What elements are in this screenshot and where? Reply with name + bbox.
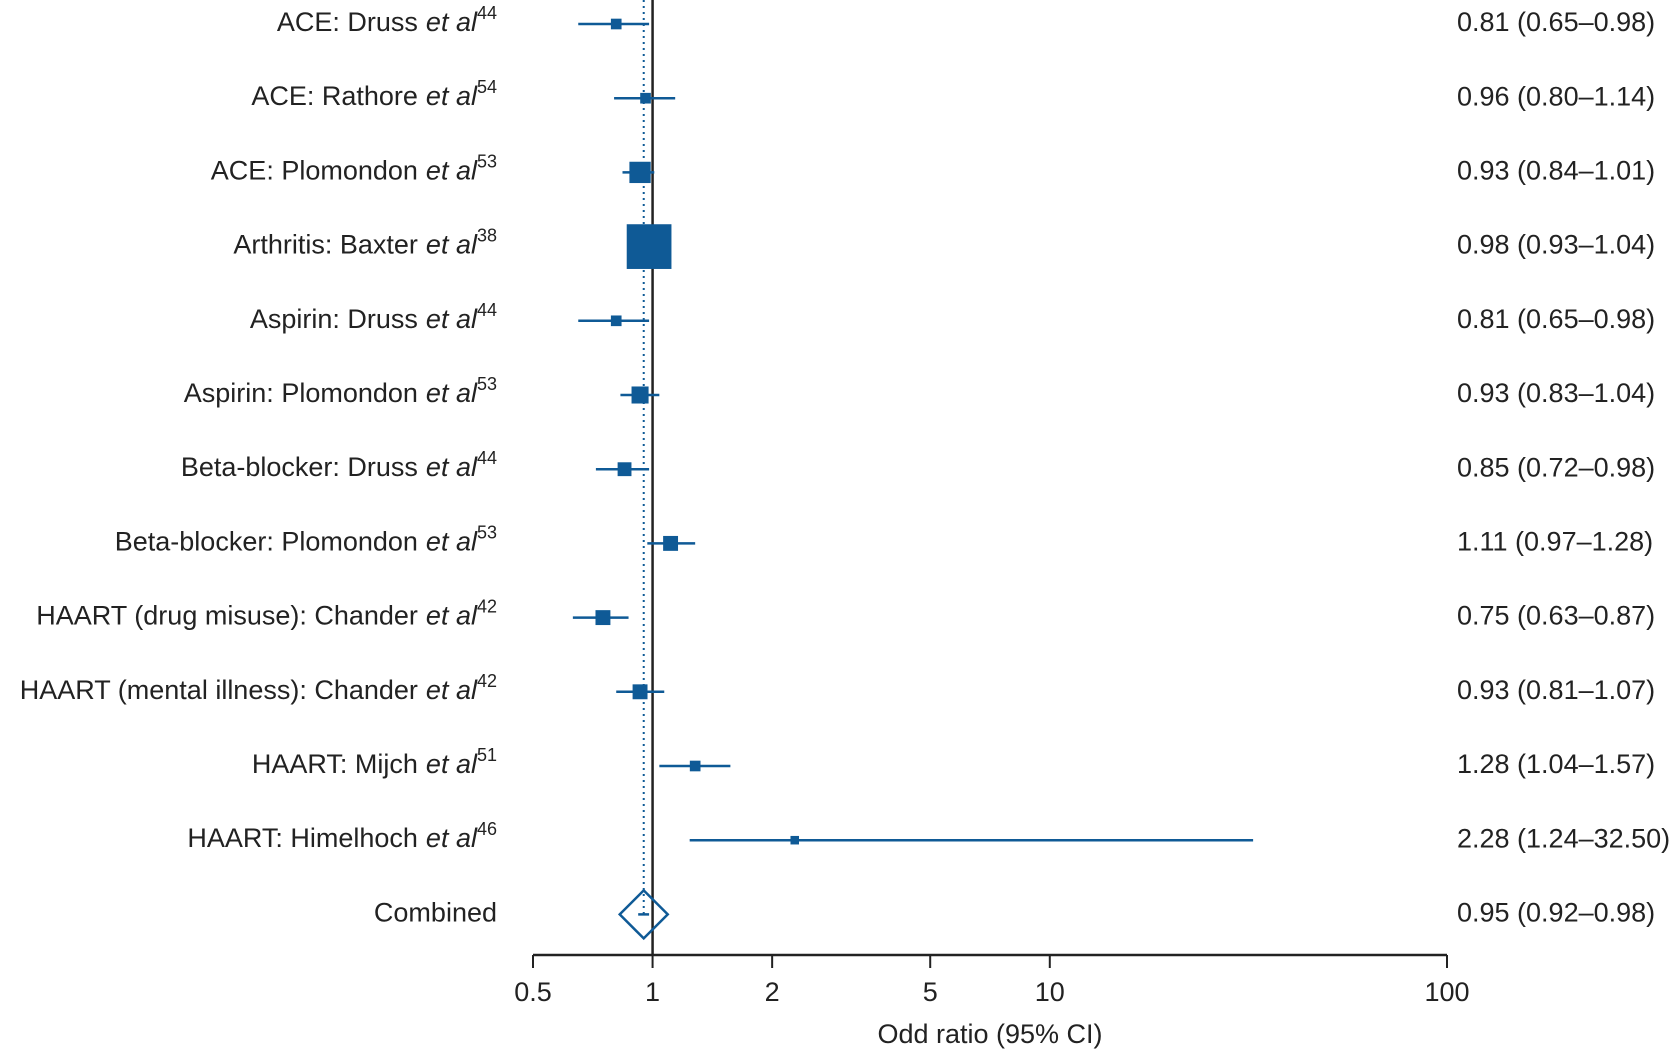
estimate-box	[629, 161, 651, 184]
combined-diamond	[617, 888, 670, 941]
study-emphasis: et al	[426, 81, 478, 111]
study-name: Beta-blocker: Druss	[181, 452, 418, 482]
estimate-box	[631, 386, 649, 404]
value-label: 0.96 (0.80–1.14)	[1457, 81, 1655, 111]
study-label: ACE: Rathore et al54	[251, 77, 497, 111]
value-label: 0.93 (0.81–1.07)	[1457, 675, 1655, 705]
study-ref: 51	[477, 745, 497, 765]
value-label: 0.81 (0.65–0.98)	[1457, 7, 1655, 37]
study-name: HAART: Mijch	[252, 749, 418, 779]
x-tick-label: 2	[765, 977, 780, 1007]
study-name: Aspirin: Plomondon	[184, 378, 418, 408]
study-emphasis: et al	[426, 823, 478, 853]
study-emphasis: et al	[426, 156, 478, 186]
estimate-box	[626, 224, 672, 269]
study-emphasis: et al	[426, 230, 478, 260]
combined-label: Combined	[374, 898, 497, 928]
study-ref: 42	[477, 671, 497, 691]
study-name: Beta-blocker: Plomondon	[115, 527, 418, 557]
x-tick-label: 0.5	[514, 977, 552, 1007]
value-label: 1.28 (1.04–1.57)	[1457, 749, 1655, 779]
study-name: Aspirin: Druss	[250, 304, 418, 334]
study-label: HAART: Himelhoch et al46	[187, 819, 497, 853]
study-emphasis: et al	[426, 304, 478, 334]
estimate-box	[689, 760, 701, 772]
study-label: HAART: Mijch et al51	[252, 745, 497, 779]
x-tick-label: 1	[645, 977, 660, 1007]
study-ref: 53	[477, 522, 497, 542]
value-label: 0.85 (0.72–0.98)	[1457, 452, 1655, 482]
study-name: Arthritis: Baxter	[233, 230, 418, 260]
study-ref: 44	[477, 3, 497, 23]
study-emphasis: et al	[426, 527, 478, 557]
study-emphasis: et al	[426, 378, 478, 408]
study-emphasis: et al	[426, 749, 478, 779]
value-label: 0.81 (0.65–0.98)	[1457, 304, 1655, 334]
study-label: Beta-blocker: Plomondon et al53	[115, 522, 497, 556]
x-tick-label: 100	[1424, 977, 1469, 1007]
study-emphasis: et al	[426, 675, 478, 705]
value-label: 0.75 (0.63–0.87)	[1457, 601, 1655, 631]
study-name: HAART (mental illness): Chander	[20, 675, 418, 705]
study-label: HAART (mental illness): Chander et al42	[20, 671, 497, 705]
study-name: ACE: Plomondon	[211, 156, 418, 186]
value-label: 0.93 (0.83–1.04)	[1457, 378, 1655, 408]
study-label: Beta-blocker: Druss et al44	[181, 448, 497, 482]
value-label: 0.93 (0.84–1.01)	[1457, 156, 1655, 186]
study-label: ACE: Plomondon et al53	[211, 151, 497, 185]
estimate-box	[640, 92, 651, 104]
study-label: Aspirin: Druss et al44	[250, 300, 497, 334]
value-label: 2.28 (1.24–32.50)	[1457, 823, 1670, 853]
study-name: ACE: Rathore	[251, 81, 418, 111]
study-ref: 53	[477, 151, 497, 171]
study-name: ACE: Druss	[277, 7, 418, 37]
study-label: ACE: Druss et al44	[277, 3, 497, 37]
estimate-box	[595, 610, 611, 626]
study-ref: 53	[477, 374, 497, 394]
estimate-box	[610, 18, 622, 30]
study-label: Arthritis: Baxter et al38	[233, 225, 497, 259]
study-emphasis: et al	[426, 7, 478, 37]
value-label: 0.98 (0.93–1.04)	[1457, 230, 1655, 260]
study-emphasis: et al	[426, 452, 478, 482]
study-name: HAART: Himelhoch	[187, 823, 418, 853]
estimate-box	[610, 315, 622, 327]
study-ref: 46	[477, 819, 497, 839]
study-ref: 44	[477, 300, 497, 320]
study-ref: 54	[477, 77, 497, 97]
study-ref: 38	[477, 225, 497, 245]
x-axis-title: Odd ratio (95% CI)	[877, 1019, 1102, 1049]
study-ref: 42	[477, 596, 497, 616]
value-label: 1.11 (0.97–1.28)	[1457, 527, 1653, 557]
estimate-box	[663, 535, 679, 551]
study-label: HAART (drug misuse): Chander et al42	[36, 596, 497, 630]
combined-value-label: 0.95 (0.92–0.98)	[1457, 898, 1655, 928]
estimate-box	[790, 835, 800, 845]
estimate-box	[632, 684, 648, 700]
x-tick-label: 5	[923, 977, 938, 1007]
x-tick-label: 10	[1035, 977, 1065, 1007]
estimate-box	[617, 462, 632, 477]
study-name: HAART (drug misuse): Chander	[36, 601, 418, 631]
study-label: Aspirin: Plomondon et al53	[184, 374, 497, 408]
study-ref: 44	[477, 448, 497, 468]
study-emphasis: et al	[426, 601, 478, 631]
